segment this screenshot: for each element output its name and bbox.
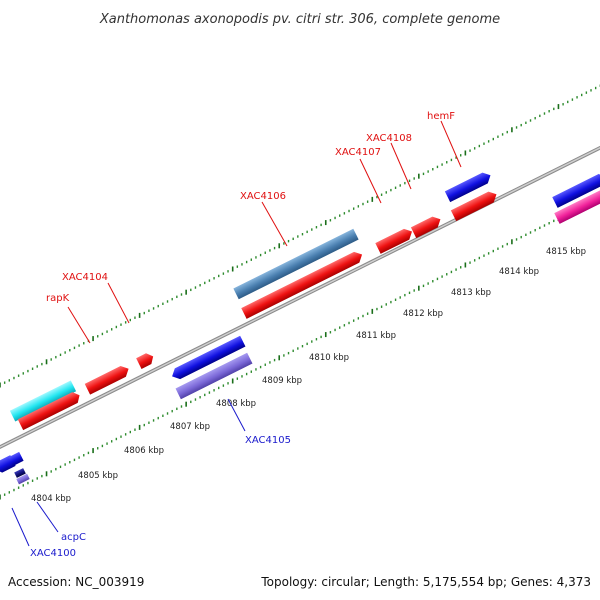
coordinate-ruler: 4804 kbp 4805 kbp 4806 kbp 4807 kbp 4808… bbox=[31, 247, 586, 504]
gene-label-xac4104[interactable]: XAC4104 bbox=[62, 272, 108, 283]
gene-label-acpc[interactable]: acpC bbox=[61, 532, 86, 543]
ruler-label-4810: 4810 kbp bbox=[309, 353, 349, 363]
feature-cyan-1[interactable] bbox=[9, 380, 77, 422]
gene-label-xac4100[interactable]: XAC4100 bbox=[30, 548, 76, 559]
gene-hemf[interactable] bbox=[450, 189, 499, 222]
leader-xac4107 bbox=[359, 158, 382, 204]
gene-blue-hemf-region[interactable] bbox=[444, 170, 493, 203]
feature-purple-xac4105[interactable] bbox=[175, 352, 253, 400]
genome-backbone bbox=[0, 145, 600, 450]
leader-acpc bbox=[36, 501, 59, 533]
reverse-gene-labels: XAC4100 acpC XAC4105 bbox=[11, 398, 291, 559]
upper-tick-row bbox=[0, 84, 600, 388]
gene-xac4104[interactable] bbox=[136, 351, 156, 369]
feature-navy-acpc[interactable] bbox=[14, 468, 26, 478]
ruler-label-4811: 4811 kbp bbox=[356, 331, 396, 341]
gene-xac4107[interactable] bbox=[375, 226, 414, 254]
gene-xac4106[interactable] bbox=[241, 249, 364, 319]
rrna-feature-xac4106[interactable] bbox=[233, 228, 359, 300]
gene-label-rapk[interactable]: rapK bbox=[46, 293, 70, 304]
ruler-label-4814: 4814 kbp bbox=[499, 267, 539, 277]
map-title: Xanthomonas axonopodis pv. citri str. 30… bbox=[99, 12, 500, 27]
lower-tick-row bbox=[0, 196, 600, 500]
ruler-label-4812: 4812 kbp bbox=[403, 309, 443, 319]
ruler-label-4807: 4807 kbp bbox=[170, 422, 210, 432]
gene-acpc[interactable] bbox=[8, 451, 24, 467]
feature-purple-acpc[interactable] bbox=[16, 473, 30, 485]
gene-label-hemf[interactable]: hemF bbox=[427, 111, 455, 122]
gene-rapk[interactable] bbox=[84, 363, 132, 395]
gene-label-xac4107[interactable]: XAC4107 bbox=[335, 147, 381, 158]
ruler-label-4805: 4805 kbp bbox=[78, 471, 118, 481]
leader-xac4106 bbox=[261, 201, 288, 247]
gene-blue-right[interactable] bbox=[552, 172, 600, 208]
forward-gene-labels: rapK XAC4104 XAC4106 XAC4107 XAC4108 hem… bbox=[46, 111, 462, 344]
ruler-label-4808: 4808 kbp bbox=[216, 399, 256, 409]
leader-rapk bbox=[67, 306, 91, 344]
leader-xac4104 bbox=[107, 282, 130, 324]
accession-text: Accession: NC_003919 bbox=[8, 575, 144, 589]
leader-xac4100 bbox=[11, 507, 30, 547]
ruler-label-4809: 4809 kbp bbox=[262, 376, 302, 386]
backbone-line bbox=[0, 147, 600, 448]
gene-fwd-1[interactable] bbox=[17, 390, 82, 431]
forward-strand-features bbox=[9, 170, 600, 431]
leader-xac4108 bbox=[390, 142, 412, 190]
feature-pink-right[interactable] bbox=[554, 188, 600, 224]
gene-xac4108[interactable] bbox=[410, 214, 443, 239]
genome-summary-text: Topology: circular; Length: 5,175,554 bp… bbox=[260, 575, 591, 589]
leader-hemf bbox=[440, 120, 462, 168]
gene-label-xac4108[interactable]: XAC4108 bbox=[366, 133, 412, 144]
ruler-label-4806: 4806 kbp bbox=[124, 446, 164, 456]
leader-xac4105 bbox=[227, 398, 246, 432]
ruler-label-4804: 4804 kbp bbox=[31, 494, 71, 504]
reverse-strand-features bbox=[0, 335, 253, 485]
gene-label-xac4106[interactable]: XAC4106 bbox=[240, 191, 286, 202]
gene-xac4105[interactable] bbox=[169, 335, 246, 382]
gene-label-xac4105[interactable]: XAC4105 bbox=[245, 435, 291, 446]
ruler-label-4815: 4815 kbp bbox=[546, 247, 586, 257]
ruler-label-4813: 4813 kbp bbox=[451, 288, 491, 298]
